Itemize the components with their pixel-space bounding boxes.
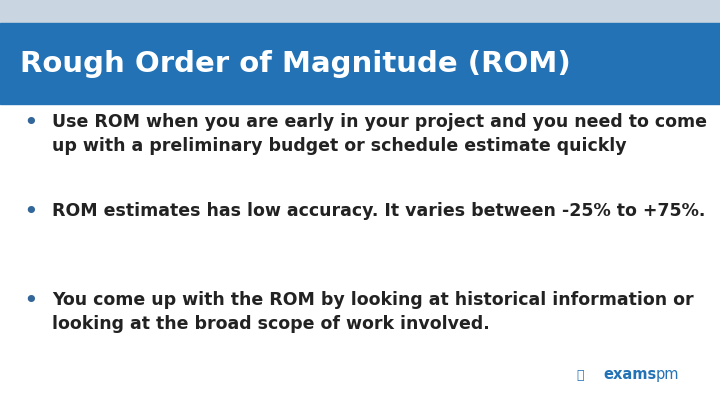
Text: exams: exams [603, 367, 657, 382]
Bar [0, 23, 720, 104]
Text: •: • [23, 200, 37, 224]
Text: •: • [23, 111, 37, 135]
Text: Use ROM when you are early in your project and you need to come
up with a prelim: Use ROM when you are early in your proje… [52, 113, 707, 156]
Text: ROM estimates has low accuracy. It varies between -25% to +75%.: ROM estimates has low accuracy. It varie… [52, 202, 705, 220]
Text: You come up with the ROM by looking at historical information or
looking at the : You come up with the ROM by looking at h… [52, 291, 693, 333]
Text: pm: pm [656, 367, 680, 382]
Text: Rough Order of Magnitude (ROM): Rough Order of Magnitude (ROM) [20, 50, 571, 78]
Text: •: • [23, 289, 37, 313]
Text: 🎓: 🎓 [576, 369, 583, 382]
Bar [0, 0, 720, 23]
